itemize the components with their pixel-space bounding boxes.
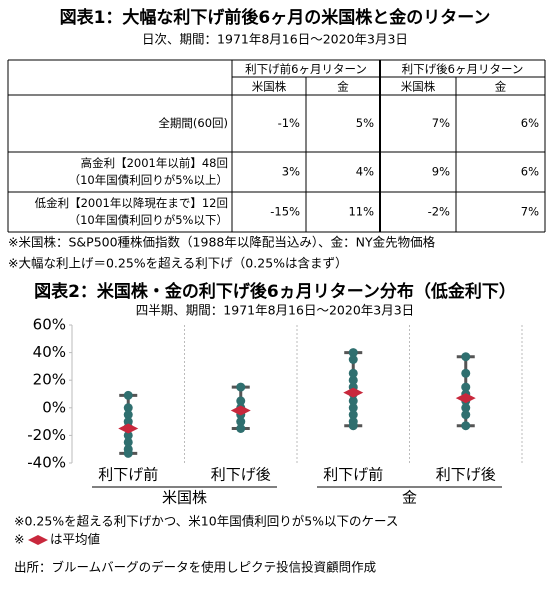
data-point <box>461 382 471 392</box>
data-point <box>348 410 358 420</box>
column-header: 金 <box>495 80 507 94</box>
mean-icon <box>28 535 48 545</box>
data-point <box>348 348 358 358</box>
cell-value: 6% <box>521 116 539 130</box>
cell-value: 9% <box>432 165 450 179</box>
data-point <box>236 382 246 392</box>
data-point <box>123 430 133 440</box>
data-point <box>461 421 471 431</box>
mean-marker <box>455 393 476 404</box>
note: ※米国株：S&P500種株価指数（1988年以降配当込み）、金：NY金先物価格 <box>8 235 436 250</box>
data-point <box>123 448 133 458</box>
data-point <box>348 355 358 364</box>
column-group: 利下げ後6ヶ月リターン <box>402 62 524 76</box>
data-point <box>348 403 358 413</box>
column-group: 利下げ前6ヶ月リターン <box>245 62 367 76</box>
x-tick-label: 利下げ後 <box>211 466 271 484</box>
data-point <box>461 410 471 420</box>
mean-marker <box>343 387 364 398</box>
y-tick-label: 40% <box>33 343 66 361</box>
cell-value: 5% <box>356 116 374 130</box>
data-point <box>348 396 358 406</box>
chart-title: 図表2：米国株・金の利下げ後6ヵ月リターン分布（低金利下） <box>34 281 516 302</box>
y-tick-label: 20% <box>33 371 66 389</box>
chart-subtitle: 四半期、期間：1971年8月16日～2020年3月3日 <box>136 303 414 318</box>
data-point <box>123 403 133 413</box>
cell-value: -1% <box>278 116 300 130</box>
cell-value: 4% <box>356 165 374 179</box>
cell-value: 6% <box>521 165 539 179</box>
x-tick-label: 利下げ前 <box>98 466 158 484</box>
data-point <box>236 424 246 433</box>
data-point <box>461 403 471 413</box>
x-tick-label: 利下げ前 <box>323 466 383 484</box>
data-point <box>236 417 246 427</box>
column-header: 金 <box>337 80 349 94</box>
data-point <box>348 368 358 378</box>
y-tick-label: 0% <box>42 398 66 416</box>
note: ※大幅な利上げ＝0.25%を超える利下げ（0.25%は含まず） <box>8 256 348 271</box>
row-label: （10年国債利回りが5%以下） <box>69 213 228 227</box>
cell-value: 11% <box>348 205 374 219</box>
data-point <box>348 421 358 431</box>
subtitle: 日次、期間：1971年8月16日～2020年3月3日 <box>142 32 408 47</box>
data-point <box>123 410 133 420</box>
data-point <box>348 375 358 385</box>
group-label: 金 <box>402 489 417 507</box>
chart-note: ※0.25%を超える利下げかつ、米10年国債利回りが5%以下のケース <box>14 514 398 529</box>
y-tick-label: -40% <box>27 454 66 472</box>
cell-value: 7% <box>521 205 539 219</box>
mean-marker <box>118 423 139 434</box>
data-point <box>236 396 246 406</box>
column-header: 米国株 <box>401 80 436 94</box>
row-label: 高金利【2001年以前】48回 <box>81 156 228 170</box>
data-point <box>461 368 471 378</box>
cell-value: -2% <box>428 205 450 219</box>
cell-value: -15% <box>270 205 300 219</box>
chart-note: は平均値 <box>50 532 100 547</box>
chart-note: ※ <box>14 532 24 547</box>
data-point <box>123 390 133 400</box>
source: 出所：ブルームバーグのデータを使用しピクテ投信投資顧問作成 <box>14 560 376 575</box>
column-header: 米国株 <box>252 80 287 94</box>
cell-value: 3% <box>282 165 300 179</box>
mean-marker <box>230 405 251 416</box>
data-point <box>461 352 471 362</box>
x-tick-label: 利下げ後 <box>436 466 496 484</box>
data-point <box>123 437 133 447</box>
y-tick-label: -20% <box>27 426 66 444</box>
cell-value: 7% <box>432 116 450 130</box>
title: 図表1：大幅な利下げ前後6ヶ月の米国株と金のリターン <box>60 7 491 28</box>
group-label: 米国株 <box>162 489 207 507</box>
row-label: 低金利【2001年以降現在まで】12回 <box>35 196 228 210</box>
row-label: 全期間(60回) <box>158 116 228 130</box>
y-tick-label: 60% <box>33 316 66 334</box>
row-label: （10年国債利回りが5%以上） <box>69 173 228 187</box>
